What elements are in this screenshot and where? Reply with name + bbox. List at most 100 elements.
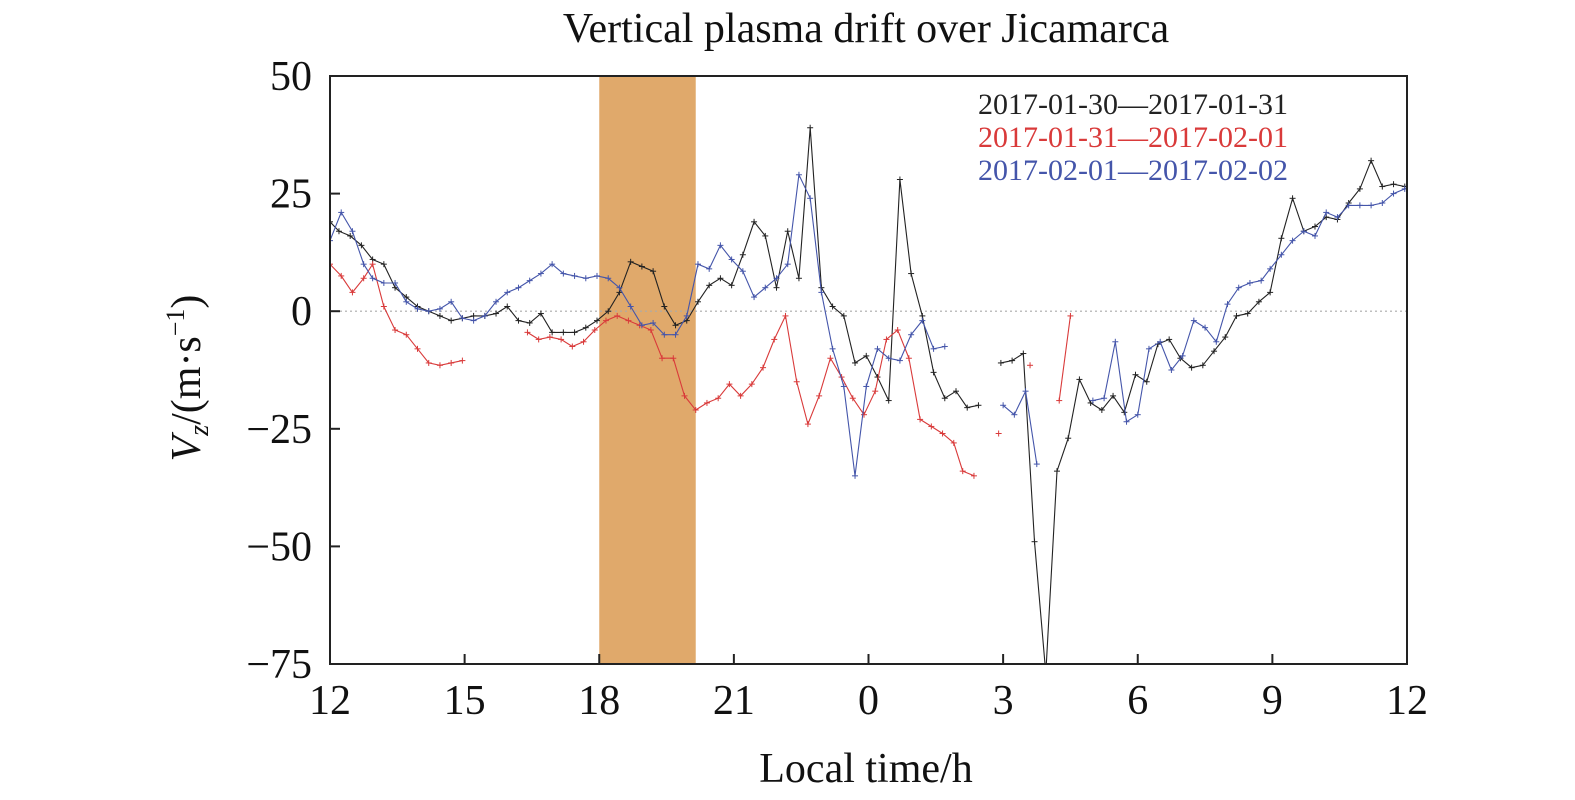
data-point <box>549 329 556 336</box>
data-point <box>751 218 758 225</box>
data-point <box>380 261 387 268</box>
data-point <box>1289 237 1296 244</box>
data-point <box>1132 371 1139 378</box>
data-point <box>762 232 769 239</box>
data-point <box>728 256 735 263</box>
data-point <box>905 355 912 362</box>
data-point <box>997 359 1004 366</box>
data-point <box>1027 362 1034 369</box>
data-point <box>1009 357 1016 364</box>
series-3 <box>330 171 1407 479</box>
data-point <box>672 331 679 338</box>
data-point <box>953 388 960 395</box>
data-point <box>504 289 511 296</box>
data-point <box>493 298 500 305</box>
data-point <box>349 228 356 235</box>
data-point <box>459 357 466 364</box>
series-1 <box>330 124 1423 664</box>
data-point <box>829 345 836 352</box>
data-point <box>715 395 722 402</box>
data-point <box>360 275 367 282</box>
x-tick-label: 12 <box>309 678 351 724</box>
data-point <box>739 251 746 258</box>
data-point <box>816 392 823 399</box>
data-point <box>425 359 432 366</box>
data-point <box>908 270 915 277</box>
data-point <box>481 312 488 319</box>
data-point <box>414 305 421 312</box>
data-point <box>571 272 578 279</box>
data-point <box>1368 202 1375 209</box>
data-point <box>818 289 825 296</box>
data-point <box>1417 261 1423 267</box>
data-point <box>751 294 758 301</box>
data-point <box>1123 418 1130 425</box>
data-point <box>726 381 733 388</box>
data-point <box>1235 284 1242 291</box>
data-point <box>526 277 533 284</box>
data-point <box>694 261 701 268</box>
data-point <box>706 282 713 289</box>
data-point <box>1244 310 1251 317</box>
data-point <box>872 388 879 395</box>
x-tick-label: 15 <box>444 678 486 724</box>
data-point <box>941 343 948 350</box>
data-point <box>795 275 802 282</box>
data-point <box>885 397 892 404</box>
series-line <box>1058 315 1071 401</box>
data-point <box>560 270 567 277</box>
data-point <box>515 284 522 291</box>
data-point <box>403 331 410 338</box>
data-point <box>569 343 576 350</box>
data-point <box>1390 181 1397 188</box>
shaded-band-layer <box>599 77 696 663</box>
data-point <box>436 305 443 312</box>
data-point <box>959 468 966 475</box>
data-point <box>1067 312 1074 319</box>
data-point <box>1356 202 1363 209</box>
data-point <box>1145 345 1152 352</box>
data-point <box>1211 348 1218 355</box>
data-point <box>1390 190 1397 197</box>
series-line <box>1002 389 1038 465</box>
data-point <box>672 322 679 329</box>
data-point <box>1368 157 1375 164</box>
data-point <box>1020 350 1027 357</box>
data-point <box>773 284 780 291</box>
series-line <box>1000 159 1407 664</box>
data-point <box>1110 392 1117 399</box>
data-point <box>515 317 522 324</box>
series-line <box>527 314 975 477</box>
data-point <box>338 209 345 216</box>
data-point <box>546 334 553 341</box>
data-point <box>659 355 666 362</box>
data-point <box>863 383 870 390</box>
legend: 2017-01-30—2017-01-312017-01-31—2017-02-… <box>978 88 1288 187</box>
data-point <box>706 265 713 272</box>
data-point <box>863 352 870 359</box>
data-point <box>1022 388 1029 395</box>
series-line <box>330 262 463 366</box>
data-point <box>425 308 432 315</box>
data-point <box>580 338 587 345</box>
data-point <box>602 317 609 324</box>
y-axis-label-unit-superscript: −1 <box>161 309 190 337</box>
data-point <box>436 312 443 319</box>
data-point <box>360 261 367 268</box>
y-tick-label: −75 <box>246 642 312 688</box>
data-point <box>1300 228 1307 235</box>
data-point <box>703 399 710 406</box>
data-point <box>1179 352 1186 359</box>
data-point <box>380 303 387 310</box>
data-point <box>840 312 847 319</box>
data-point <box>594 272 601 279</box>
data-point <box>694 298 701 305</box>
data-point <box>941 395 948 402</box>
data-point <box>930 369 937 376</box>
data-point <box>591 327 598 334</box>
data-point <box>330 261 333 268</box>
data-point <box>829 303 836 310</box>
data-point <box>1000 402 1007 409</box>
data-point <box>335 228 342 235</box>
